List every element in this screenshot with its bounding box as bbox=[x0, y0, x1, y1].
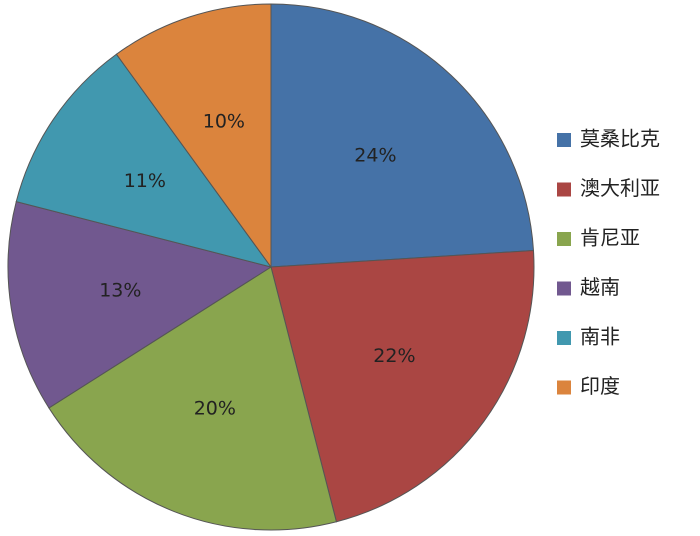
value-label: 24% bbox=[354, 144, 396, 166]
pie-slice bbox=[15, 53, 273, 268]
legend-swatch bbox=[557, 182, 571, 197]
legend-label: 越南 bbox=[580, 275, 620, 299]
pie-slice bbox=[270, 3, 535, 268]
legend-swatch bbox=[557, 331, 571, 345]
pie-slice bbox=[115, 3, 272, 269]
value-label: 13% bbox=[99, 279, 141, 301]
legend-label: 肯尼亚 bbox=[580, 226, 640, 250]
legend-swatch bbox=[557, 232, 571, 246]
legend-label: 莫桑比克 bbox=[580, 127, 660, 151]
legend-label: 南非 bbox=[580, 325, 620, 349]
value-label: 22% bbox=[373, 345, 415, 367]
pie-slice bbox=[48, 266, 338, 531]
legend-label: 印度 bbox=[580, 374, 620, 398]
pie-slice bbox=[270, 249, 535, 523]
pie-slice bbox=[7, 200, 273, 409]
legend-label: 澳大利亚 bbox=[580, 176, 660, 200]
legend-swatch bbox=[557, 380, 571, 395]
value-label: 11% bbox=[124, 170, 166, 192]
value-label: 10% bbox=[203, 110, 245, 132]
legend-swatch bbox=[557, 281, 571, 296]
legend-swatch bbox=[557, 133, 571, 147]
value-label: 20% bbox=[194, 397, 236, 419]
